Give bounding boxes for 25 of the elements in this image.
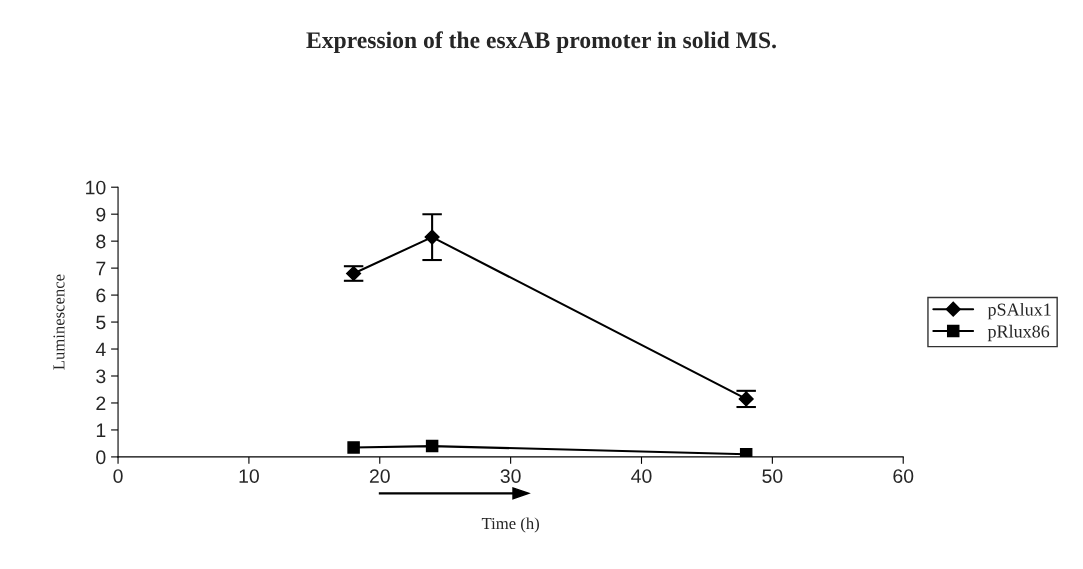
y-tick-label: 7 xyxy=(96,261,106,276)
x-axis-title: Time (h) xyxy=(481,517,539,533)
y-tick-label: 3 xyxy=(96,369,106,384)
y-tick-label: 10 xyxy=(86,180,106,195)
x-tick-label: 40 xyxy=(631,469,652,483)
y-tick-label: 5 xyxy=(96,315,106,330)
y-tick-label: 8 xyxy=(96,234,106,249)
x-tick-label: 50 xyxy=(762,469,783,483)
x-tick-label: 30 xyxy=(500,469,521,483)
y-axis-title: Luminescence xyxy=(53,274,65,370)
legend-label: pRlux86 xyxy=(987,324,1050,342)
point xyxy=(425,439,439,453)
x-tick-label: 60 xyxy=(893,469,914,483)
x-tick-label: 10 xyxy=(239,469,259,483)
x-tick-label: 0 xyxy=(113,469,123,483)
y-tick-label: 0 xyxy=(96,450,106,465)
legend-label: pSAlux1 xyxy=(987,302,1051,320)
y-tick-label: 6 xyxy=(96,288,106,303)
y-tick-label: 2 xyxy=(96,396,106,411)
point xyxy=(347,441,360,454)
y-tick-label: 9 xyxy=(96,207,106,222)
chart-title: Expression of the esxAB promoter in solid MS. xyxy=(306,31,776,53)
y-tick-label: 4 xyxy=(95,342,106,357)
x-tick-label: 20 xyxy=(369,469,390,483)
y-tick-label: 1 xyxy=(96,423,106,437)
